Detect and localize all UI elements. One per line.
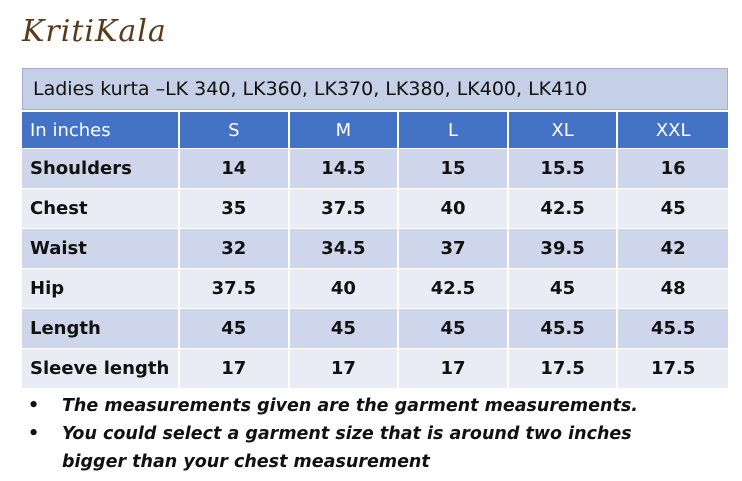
cell: 45 xyxy=(618,189,728,228)
cell: 17.5 xyxy=(508,349,619,388)
cell: 45 xyxy=(508,269,619,308)
cell: 14 xyxy=(180,149,290,188)
cell: 48 xyxy=(618,269,728,308)
cell: 45 xyxy=(399,309,509,348)
row-label: Chest xyxy=(22,189,180,228)
column-header: S xyxy=(180,112,290,148)
row-label: Waist xyxy=(22,229,180,268)
cell: 17 xyxy=(399,349,509,388)
header-row: In inches S M L XL XXL xyxy=(22,112,728,149)
row-label: Sleeve length xyxy=(22,349,180,388)
column-header: M xyxy=(289,112,400,148)
logo: KritiKala xyxy=(22,14,167,49)
cell: 32 xyxy=(180,229,290,268)
cell: 37 xyxy=(399,229,509,268)
cell: 15.5 xyxy=(508,149,619,188)
table-row: Sleeve length 17 17 17 17.5 17.5 xyxy=(22,349,728,389)
row-label: Shoulders xyxy=(22,149,180,188)
row-label: Hip xyxy=(22,269,180,308)
cell: 45 xyxy=(289,309,400,348)
table-row: Shoulders 14 14.5 15 15.5 16 xyxy=(22,149,728,189)
note: You could select a garment size that is … xyxy=(28,420,682,476)
cell: 15 xyxy=(399,149,509,188)
cell: 14.5 xyxy=(289,149,400,188)
cell: 40 xyxy=(289,269,400,308)
table-title: Ladies kurta –LK 340, LK360, LK370, LK38… xyxy=(22,68,728,110)
table-row: Waist 32 34.5 37 39.5 42 xyxy=(22,229,728,269)
cell: 37.5 xyxy=(289,189,400,228)
column-header: L xyxy=(399,112,509,148)
column-header: XXL xyxy=(618,112,728,148)
cell: 34.5 xyxy=(289,229,400,268)
cell: 17 xyxy=(289,349,400,388)
cell: 42.5 xyxy=(399,269,509,308)
table-row: Length 45 45 45 45.5 45.5 xyxy=(22,309,728,349)
cell: 16 xyxy=(618,149,728,188)
note: The measurements given are the garment m… xyxy=(28,392,682,420)
cell: 45.5 xyxy=(508,309,619,348)
row-label: Length xyxy=(22,309,180,348)
cell: 37.5 xyxy=(180,269,290,308)
table-row: Hip 37.5 40 42.5 45 48 xyxy=(22,269,728,309)
cell: 17.5 xyxy=(618,349,728,388)
size-table: Ladies kurta –LK 340, LK360, LK370, LK38… xyxy=(22,68,728,389)
cell: 42.5 xyxy=(508,189,619,228)
cell: 42 xyxy=(618,229,728,268)
cell: 45.5 xyxy=(618,309,728,348)
table-body: In inches S M L XL XXL Shoulders 14 14.5 15 15.5 16… xyxy=(22,112,728,389)
notes: The measurements given are the garment m… xyxy=(28,392,708,476)
column-header: XL xyxy=(508,112,619,148)
column-header: In inches xyxy=(22,112,180,148)
table-row: Chest 35 37.5 40 42.5 45 xyxy=(22,189,728,229)
cell: 39.5 xyxy=(508,229,619,268)
cell: 45 xyxy=(180,309,290,348)
cell: 35 xyxy=(180,189,290,228)
cell: 17 xyxy=(180,349,290,388)
cell: 40 xyxy=(399,189,509,228)
